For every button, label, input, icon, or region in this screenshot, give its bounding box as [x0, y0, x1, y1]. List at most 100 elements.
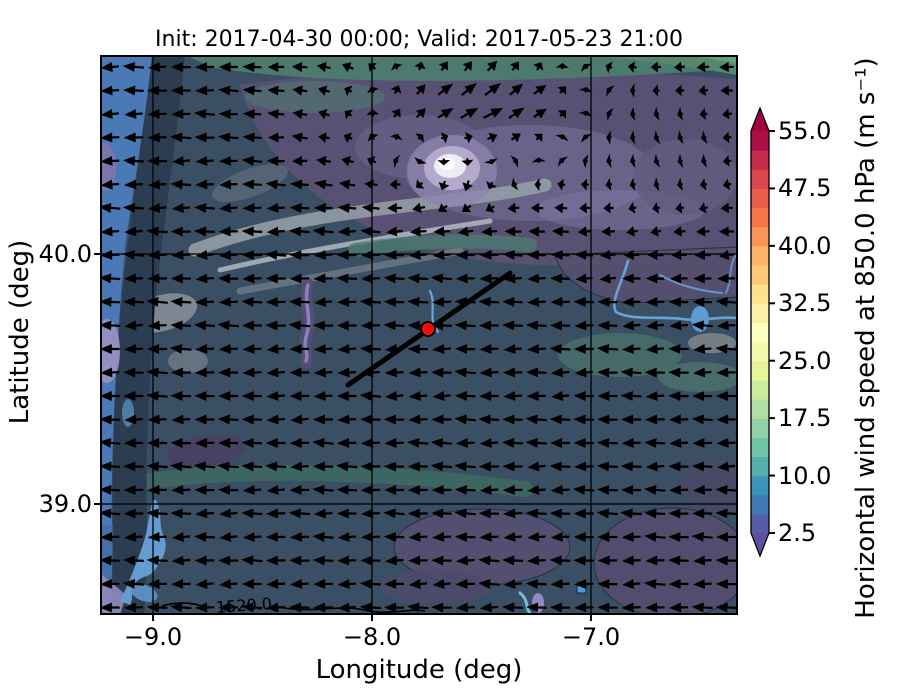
wind-arrow: [367, 86, 379, 94]
wind-arrow: [479, 602, 499, 613]
wind-arrow: [359, 579, 381, 589]
x-tick-label: −7.0: [561, 623, 621, 651]
wind-arrow: [171, 532, 191, 542]
wind-arrow: [696, 61, 710, 73]
wind-arrow: [147, 438, 168, 448]
wind-arrow: [242, 109, 262, 120]
wind-arrow: [317, 85, 330, 96]
wind-arrow: [455, 602, 475, 613]
wind-arrow: [645, 461, 665, 472]
wind-arrow: [171, 85, 191, 96]
wind-arrow: [644, 531, 666, 542]
wind-arrow: [361, 203, 380, 213]
wind-arrow: [147, 132, 167, 143]
wind-arrow: [386, 226, 403, 237]
wind-arrow: [337, 367, 357, 378]
colorbar-tick-label: 2.5: [778, 519, 817, 547]
wind-arrow: [622, 320, 641, 331]
wind-arrow: [668, 391, 689, 401]
y-tick-label: 39.0: [38, 490, 92, 518]
wind-arrow: [384, 602, 405, 613]
wind-arrow: [455, 273, 475, 284]
map-region: [439, 158, 455, 170]
wind-arrow: [438, 203, 448, 213]
wind-arrow: [629, 106, 636, 122]
wind-arrow: [100, 109, 119, 119]
wind-arrow: [527, 485, 546, 495]
wind-arrow: [171, 249, 191, 260]
wind-arrow: [481, 226, 498, 237]
wind-arrow: [626, 226, 638, 237]
wind-arrow: [241, 461, 263, 472]
wind-arrow: [100, 391, 120, 401]
wind-arrow: [653, 130, 661, 145]
wind-arrow: [100, 508, 121, 519]
wind-arrow: [218, 555, 239, 566]
wind-arrow: [533, 62, 544, 71]
wind-arrow: [194, 203, 215, 213]
wind-arrow: [620, 390, 642, 401]
wind-arrow: [367, 156, 377, 167]
wind-arrow: [313, 508, 333, 519]
wind-arrow: [359, 297, 381, 307]
wind-arrow: [170, 461, 192, 472]
wind-arrow: [596, 508, 619, 519]
wind-arrow: [715, 508, 737, 519]
wind-arrow: [266, 578, 286, 589]
wind-arrow: [148, 203, 167, 213]
wind-arrow: [122, 579, 144, 589]
wind-arrow: [124, 109, 143, 119]
wind-arrow: [366, 109, 379, 117]
wind-arrow: [407, 485, 428, 495]
wind-arrow: [147, 320, 167, 331]
wind-arrow: [194, 555, 215, 566]
wind-arrow: [122, 203, 144, 213]
wind-arrow: [194, 226, 215, 237]
wind-arrow: [100, 296, 121, 307]
wind-arrow: [668, 297, 689, 307]
wind-arrow: [100, 179, 119, 190]
wind-arrow: [691, 602, 713, 613]
colorbar-tick-label: 47.5: [778, 174, 832, 203]
wind-arrow: [718, 249, 734, 261]
wind-arrow: [671, 249, 687, 261]
wind-arrow: [675, 202, 685, 214]
wind-arrow: [573, 555, 594, 566]
wind-arrow: [504, 226, 522, 237]
colorbar-tick-label: 10.0: [778, 461, 832, 490]
wind-arrow: [430, 461, 453, 472]
wind-arrow: [691, 414, 713, 425]
wind-arrow: [597, 555, 618, 566]
wind-arrow: [361, 249, 380, 260]
wind-arrow: [318, 109, 330, 120]
wind-arrow: [503, 579, 522, 589]
wind-arrow: [718, 226, 734, 237]
wind-arrow: [692, 579, 712, 589]
wind-arrow: [171, 156, 191, 166]
wind-arrow: [461, 203, 472, 213]
wind-arrow: [502, 602, 524, 613]
wind-arrow: [484, 157, 498, 165]
wind-arrow: [644, 484, 666, 495]
wind-arrow: [368, 62, 377, 73]
wind-arrow: [241, 155, 263, 166]
wind-arrow: [266, 391, 286, 401]
wind-arrow: [407, 297, 429, 307]
wind-arrow: [337, 579, 357, 589]
colorbar-tick-label: 32.5: [778, 289, 832, 318]
wind-arrow: [383, 531, 405, 542]
wind-arrow: [629, 153, 636, 169]
wind-arrow: [668, 461, 689, 472]
colorbar-band: [751, 226, 769, 247]
wind-arrow: [289, 344, 310, 354]
wind-arrow: [605, 177, 613, 191]
wind-arrow: [433, 226, 451, 237]
wind-arrow: [415, 133, 424, 143]
wind-arrow: [147, 485, 167, 495]
wind-arrow: [479, 273, 499, 284]
wind-arrow: [385, 555, 404, 566]
wind-arrow: [288, 320, 311, 331]
wind-arrow: [265, 532, 286, 542]
wind-arrow: [100, 367, 120, 378]
wind-arrow: [193, 320, 215, 331]
